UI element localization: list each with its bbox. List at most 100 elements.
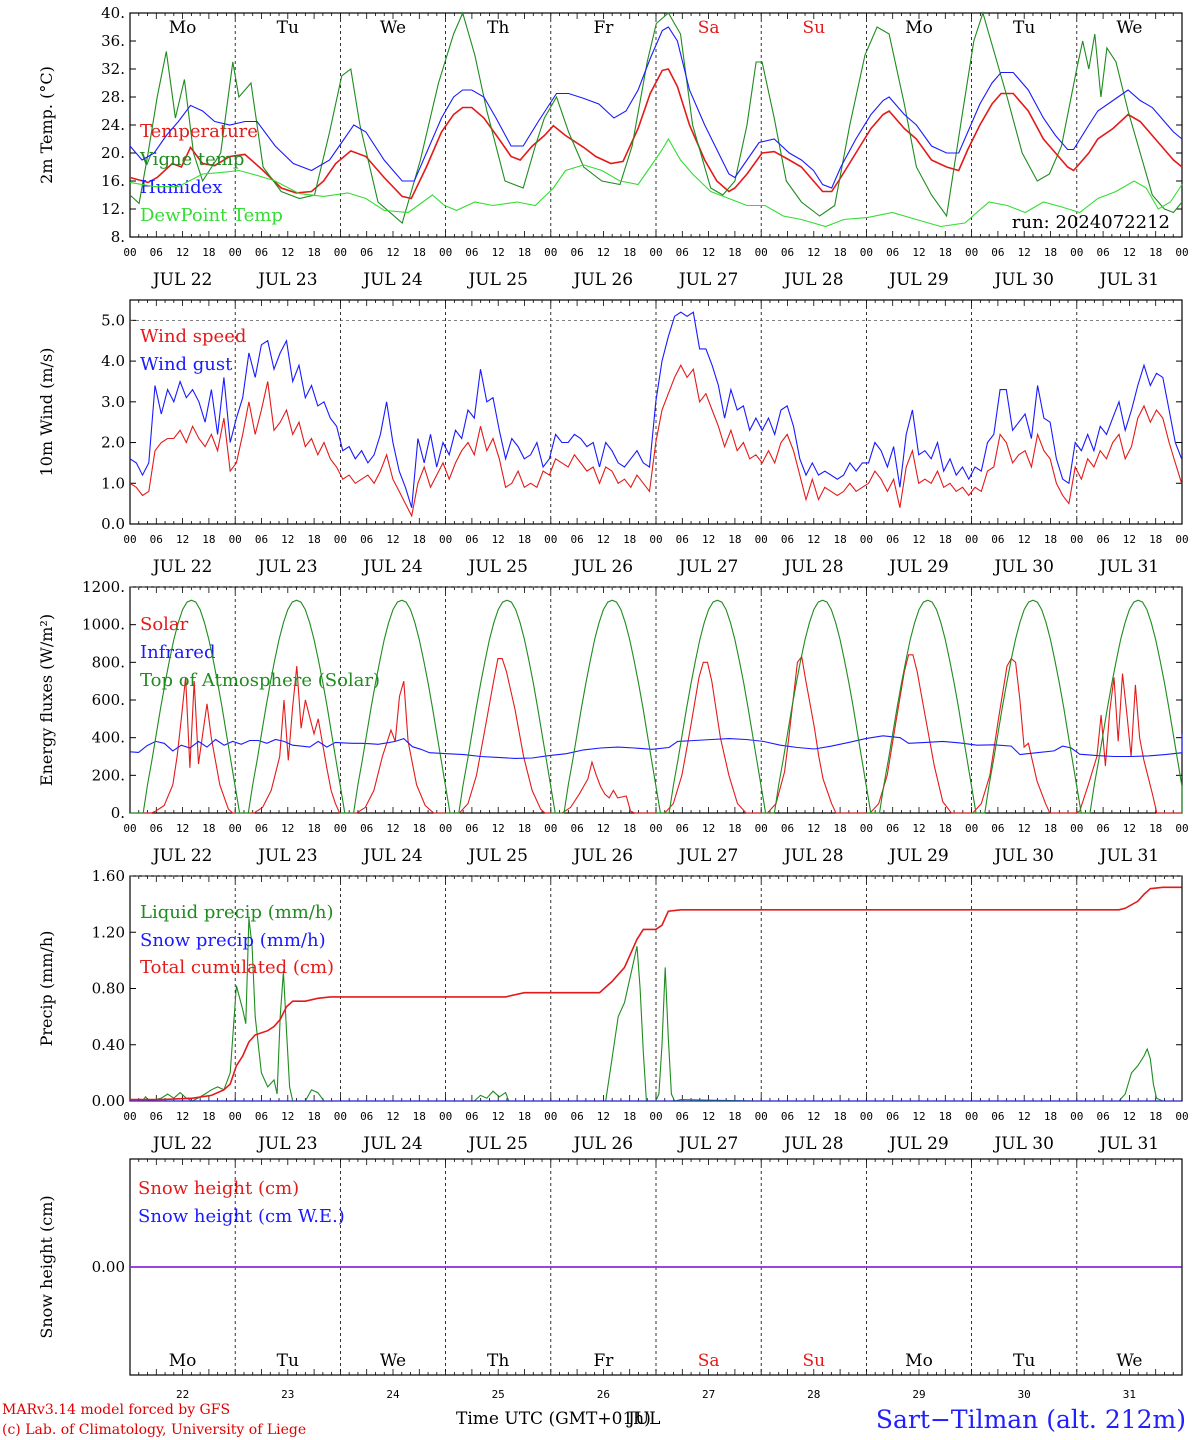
x-tick-label: 12 bbox=[597, 246, 610, 259]
y-tick-label: 800. bbox=[92, 653, 125, 671]
legend-entry: DewPoint Temp bbox=[140, 205, 283, 226]
date-label: JUL 28 bbox=[782, 270, 843, 290]
x-tick-label: 12 bbox=[807, 246, 820, 259]
legend-entry: Top of Atmosphere (Solar) bbox=[140, 670, 380, 691]
x-tick-label: 06 bbox=[991, 533, 1004, 546]
x-axis-overlay: JUL bbox=[626, 1409, 660, 1429]
y-tick-label: 3.0 bbox=[101, 393, 125, 411]
x-tick-label: 00 bbox=[334, 246, 347, 259]
x-tick-label: 12 bbox=[912, 246, 925, 259]
x-tick-label: 12 bbox=[1018, 1110, 1031, 1123]
date-label: JUL 29 bbox=[887, 846, 948, 866]
legend-entry: Snow precip (mm/h) bbox=[140, 930, 326, 951]
x-tick-label: 18 bbox=[307, 822, 320, 835]
y-tick-label: 5.0 bbox=[101, 311, 125, 329]
x-tick-label: 00 bbox=[1070, 246, 1083, 259]
date-label: JUL 24 bbox=[361, 846, 422, 866]
weekday-label: Tu bbox=[277, 1351, 299, 1371]
x-tick-label: 00 bbox=[965, 533, 978, 546]
date-label: JUL 22 bbox=[151, 557, 212, 577]
date-label: JUL 27 bbox=[677, 557, 738, 577]
x-tick-label: 12 bbox=[912, 1110, 925, 1123]
date-label: JUL 24 bbox=[361, 557, 422, 577]
x-tick-label: 18 bbox=[833, 533, 846, 546]
x-tick-label: 12 bbox=[281, 1110, 294, 1123]
x-tick-label: 00 bbox=[649, 533, 662, 546]
legend-entry: Snow height (cm W.E.) bbox=[138, 1206, 345, 1227]
x-tick-label: 12 bbox=[702, 533, 715, 546]
x-tick-label: 06 bbox=[781, 533, 794, 546]
x-tick-label: 00 bbox=[123, 1110, 136, 1123]
x-tick-label: 06 bbox=[570, 1110, 583, 1123]
date-label: JUL 23 bbox=[256, 270, 317, 290]
x-tick-label: 00 bbox=[1175, 533, 1188, 546]
x-tick-label: 06 bbox=[1096, 822, 1109, 835]
x-tick-label: 18 bbox=[202, 246, 215, 259]
panel-5: 0.00 Snow height (cm) Snow height (cm) Snow… bbox=[37, 1158, 1183, 1401]
x-tick-label: 00 bbox=[544, 822, 557, 835]
x-tick-label: 00 bbox=[123, 246, 136, 259]
x-tick-label: 18 bbox=[1044, 1110, 1057, 1123]
date-label: JUL 27 bbox=[677, 270, 738, 290]
x-tick-label: 18 bbox=[939, 1110, 952, 1123]
panel-3: 0. 200. 400. 600. 800. 1000. 1200. Energy fluxe… bbox=[37, 578, 1189, 866]
x-tick-label: 06 bbox=[1096, 533, 1109, 546]
series-line-temperature bbox=[129, 68, 1183, 200]
x-tick-label: 00 bbox=[439, 533, 452, 546]
x-tick-label: 12 bbox=[702, 822, 715, 835]
date-label: JUL 31 bbox=[1098, 1134, 1159, 1154]
x-tick-label: 06 bbox=[570, 533, 583, 546]
x-tick-label: 12 bbox=[1018, 246, 1031, 259]
x-tick-label: 12 bbox=[386, 246, 399, 259]
x-tick-label: 06 bbox=[465, 822, 478, 835]
x-tick-label: 18 bbox=[728, 822, 741, 835]
x-tick-label: 18 bbox=[202, 1110, 215, 1123]
weekday-label: Mo bbox=[169, 18, 197, 38]
weekday-label: Mo bbox=[905, 1351, 933, 1371]
y-tick-label: 1.20 bbox=[92, 923, 125, 941]
x-tick-label: 06 bbox=[570, 822, 583, 835]
x-tick-label: 06 bbox=[150, 533, 163, 546]
x-tick-label: 18 bbox=[939, 822, 952, 835]
x-tick-label: 06 bbox=[465, 1110, 478, 1123]
legend-entry: Infrared bbox=[140, 642, 215, 663]
model-credit: MARv3.14 model forced by GFS bbox=[2, 1402, 230, 1418]
x-tick-label: 00 bbox=[334, 1110, 347, 1123]
weekday-label: Sa bbox=[698, 18, 720, 38]
x-tick-label: 06 bbox=[360, 1110, 373, 1123]
date-label: JUL 29 bbox=[887, 557, 948, 577]
x-tick-label: 12 bbox=[492, 822, 505, 835]
weekday-label: Th bbox=[487, 18, 509, 38]
x-tick-label: 00 bbox=[123, 533, 136, 546]
legend-entry: Solar bbox=[140, 614, 189, 635]
x-tick-label: 06 bbox=[255, 533, 268, 546]
y-tick-label: 32. bbox=[101, 60, 125, 78]
x-tick-label: 06 bbox=[886, 533, 899, 546]
x-tick-label: 18 bbox=[413, 246, 426, 259]
x-tick-label: 12 bbox=[807, 533, 820, 546]
weekday-label: Fr bbox=[593, 1351, 614, 1371]
x-tick-label: 12 bbox=[281, 246, 294, 259]
date-label: JUL 25 bbox=[466, 846, 527, 866]
x-tick-label: 18 bbox=[1044, 822, 1057, 835]
plot-frame bbox=[129, 299, 1183, 525]
x-tick-label: 18 bbox=[307, 1110, 320, 1123]
y-axis-label: 2m Temp. (°C) bbox=[37, 66, 56, 184]
date-label: JUL 24 bbox=[361, 1134, 422, 1154]
x-tick-label: 18 bbox=[1044, 246, 1057, 259]
x-tick-label: 12 bbox=[176, 1110, 189, 1123]
series-line-total-cumulated-cm- bbox=[130, 886, 1182, 1101]
x-tick-label: 12 bbox=[807, 822, 820, 835]
day-number-label: 31 bbox=[1123, 1388, 1136, 1401]
date-label: JUL 28 bbox=[782, 846, 843, 866]
x-tick-label: 12 bbox=[702, 246, 715, 259]
date-label: JUL 30 bbox=[992, 557, 1053, 577]
x-tick-label: 18 bbox=[202, 822, 215, 835]
x-tick-label: 18 bbox=[833, 1110, 846, 1123]
day-number-label: 28 bbox=[807, 1388, 820, 1401]
x-tick-label: 18 bbox=[413, 1110, 426, 1123]
station-name: Sart−Tilman (alt. 212m) bbox=[876, 1405, 1186, 1434]
x-tick-label: 12 bbox=[1123, 246, 1136, 259]
x-tick-label: 18 bbox=[413, 533, 426, 546]
